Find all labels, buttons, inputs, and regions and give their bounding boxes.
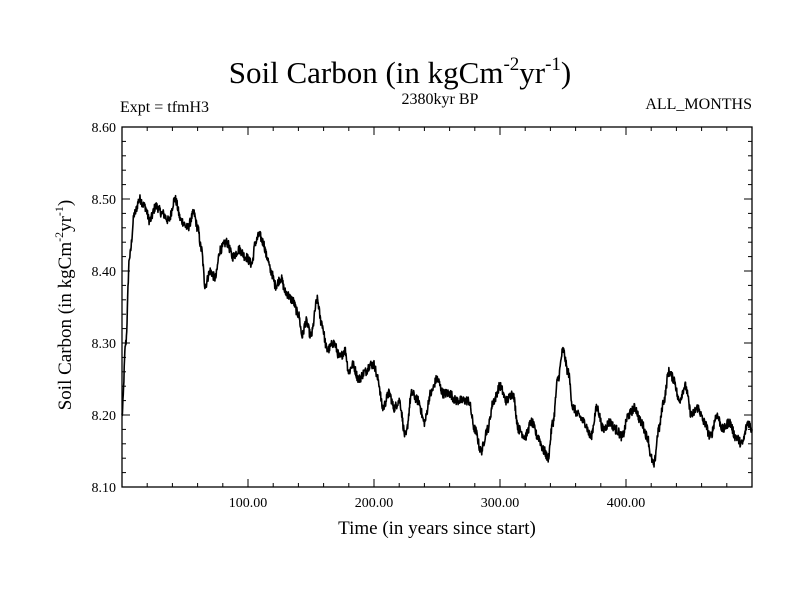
y-tick-label: 8.20 [92, 409, 117, 424]
chart-title-close: ) [560, 55, 572, 90]
chart-title-superscript-2: -1 [545, 54, 561, 75]
x-tick-label: 100.00 [229, 496, 268, 511]
y-tick-label: 8.40 [92, 265, 117, 280]
experiment-label: Expt = tfmH3 [120, 99, 210, 116]
y-tick-label: 8.60 [92, 121, 117, 136]
plot-frame [121, 126, 753, 488]
series-line [121, 194, 753, 468]
chart-title: Soil Carbon (in kgCm-2yr-1) [0, 54, 800, 95]
y-tick-label: 8.10 [92, 481, 117, 496]
chart-title-text: Soil Carbon (in kgCm [228, 55, 504, 90]
chart-title-superscript-1: -2 [503, 54, 520, 75]
y-tick-label: 8.50 [92, 193, 117, 208]
period-label: 2380kyr BP [401, 91, 479, 108]
x-tick-label: 200.00 [355, 496, 394, 511]
months-label: ALL_MONTHS [645, 96, 752, 113]
x-tick-label: 400.00 [607, 496, 646, 511]
x-axis-label: Time (in years since start) [338, 518, 536, 539]
y-tick-label: 8.30 [92, 337, 117, 352]
x-tick-label: 300.00 [481, 496, 520, 511]
chart-title-unit: yr [519, 55, 546, 90]
